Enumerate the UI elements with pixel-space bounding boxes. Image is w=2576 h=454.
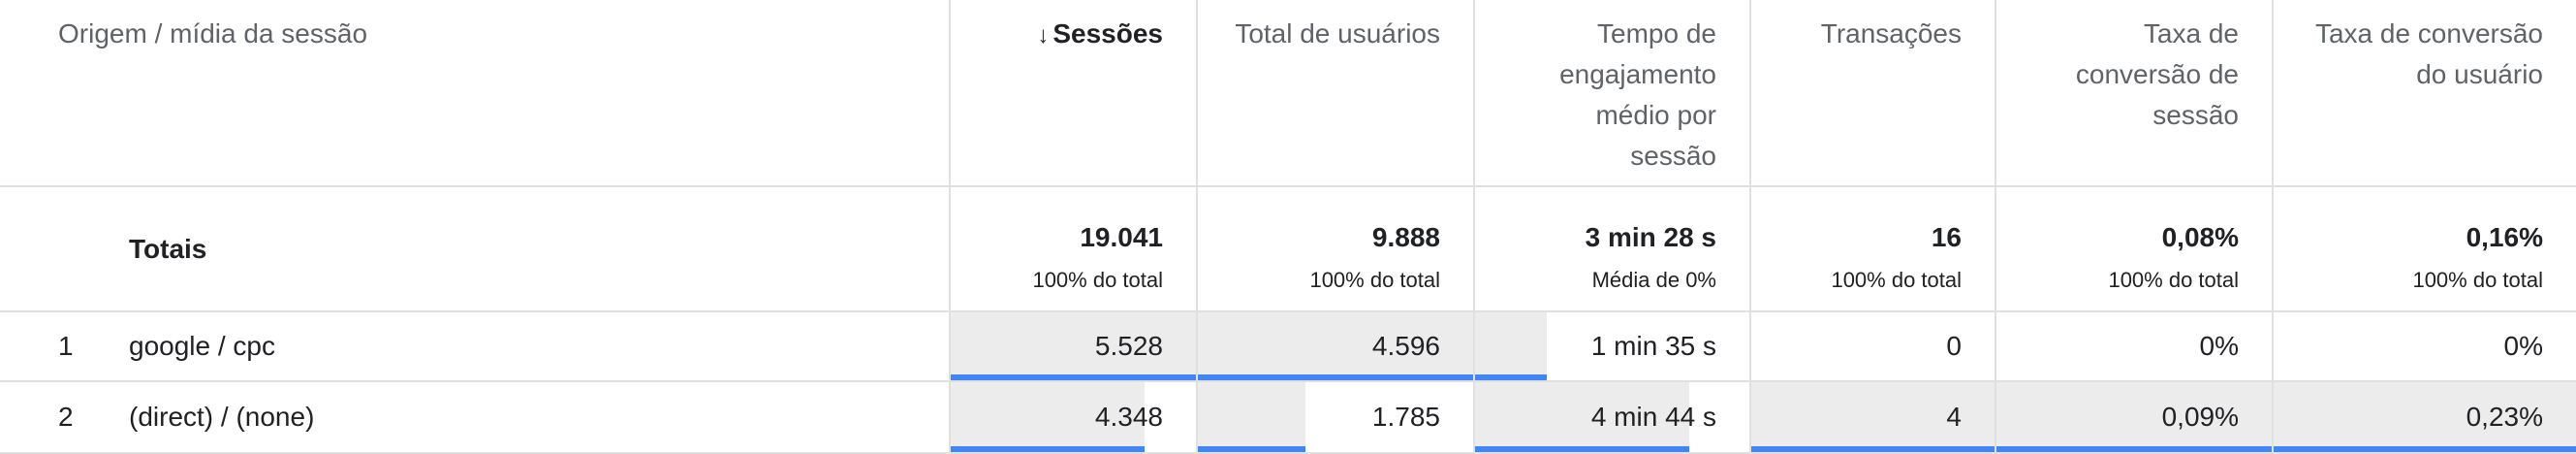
cell-value: 4 bbox=[1946, 402, 1962, 432]
totals-cell: 3 min 28 s Média de 0% bbox=[1473, 187, 1749, 312]
value-share-line bbox=[951, 446, 1145, 452]
table-cell: 1.785 bbox=[1196, 382, 1473, 454]
dimension-header[interactable]: Origem / mídia da sessão bbox=[0, 0, 949, 187]
table-cell: 4 min 44 s bbox=[1473, 382, 1749, 454]
cell-value: 4.348 bbox=[1094, 402, 1163, 432]
value-share-bar bbox=[1475, 312, 1547, 374]
totals-cell: 19.041 100% do total bbox=[949, 187, 1196, 312]
table-cell: 4 bbox=[1749, 382, 1995, 454]
value-share-bar bbox=[1475, 382, 1689, 446]
totals-cell: 0,16% 100% do total bbox=[2272, 187, 2576, 312]
value-share-bar bbox=[2274, 382, 2576, 446]
column-header-total-users[interactable]: Total de usuários bbox=[1196, 0, 1473, 187]
column-header-label-line: engajamento bbox=[1559, 59, 1716, 89]
value-share-line bbox=[951, 374, 1196, 380]
table-row-dimension: 1 google / cpc bbox=[0, 312, 949, 382]
table-cell: 0% bbox=[2272, 312, 2576, 382]
column-header-sessions[interactable]: ↓ Sessões bbox=[949, 0, 1196, 187]
row-dimension-value[interactable]: google / cpc bbox=[129, 331, 275, 361]
column-header-transactions[interactable]: Transações bbox=[1749, 0, 1995, 187]
totals-label: Totais bbox=[0, 187, 949, 312]
table-cell: 0,09% bbox=[1995, 382, 2272, 454]
totals-value: 0,08% bbox=[2161, 222, 2239, 252]
cell-value: 0% bbox=[2199, 331, 2239, 361]
value-share-bar bbox=[1996, 382, 2272, 446]
table-cell: 4.348 bbox=[949, 382, 1196, 454]
value-share-bar bbox=[951, 382, 1145, 446]
cell-value: 1 min 35 s bbox=[1590, 331, 1716, 361]
totals-value: 3 min 28 s bbox=[1585, 222, 1716, 252]
value-share-line bbox=[1475, 446, 1689, 452]
totals-value: 0,16% bbox=[2466, 222, 2543, 252]
totals-subtext: 100% do total bbox=[2412, 268, 2543, 292]
cell-value: 5.528 bbox=[1094, 331, 1163, 361]
totals-value: 9.888 bbox=[1371, 222, 1440, 252]
column-header-user-conversion-rate[interactable]: Taxa de conversão do usuário bbox=[2272, 0, 2576, 187]
table-cell: 1 min 35 s bbox=[1473, 312, 1749, 382]
table-cell: 5.528 bbox=[949, 312, 1196, 382]
table-cell: 4.596 bbox=[1196, 312, 1473, 382]
value-share-bar bbox=[1751, 382, 1995, 446]
column-header-label-line: médio por bbox=[1595, 100, 1716, 130]
column-header-label-line: Tempo de bbox=[1597, 18, 1716, 49]
value-share-line bbox=[2274, 446, 2576, 452]
value-share-line bbox=[1475, 374, 1547, 380]
column-header-label-line: do usuário bbox=[2416, 59, 2543, 89]
column-header-label-line: Taxa de conversão bbox=[2314, 18, 2543, 49]
totals-subtext: Média de 0% bbox=[1591, 268, 1716, 292]
column-header-label-line: conversão de bbox=[2075, 59, 2239, 89]
column-header-session-conversion-rate[interactable]: Taxa de conversão de sessão bbox=[1995, 0, 2272, 187]
table-cell: 0% bbox=[1995, 312, 2272, 382]
totals-subtext: 100% do total bbox=[2108, 268, 2239, 292]
cell-value: 0 bbox=[1946, 331, 1962, 361]
cell-value: 0,09% bbox=[2161, 402, 2239, 432]
table-cell: 0,23% bbox=[2272, 382, 2576, 454]
totals-subtext: 100% do total bbox=[1309, 268, 1440, 292]
cell-value: 4 min 44 s bbox=[1590, 402, 1716, 432]
row-index: 1 bbox=[58, 331, 74, 361]
cell-value: 1.785 bbox=[1371, 402, 1440, 432]
totals-value: 19.041 bbox=[1080, 222, 1163, 252]
totals-subtext: 100% do total bbox=[1032, 268, 1163, 292]
table-cell: 0 bbox=[1749, 312, 1995, 382]
value-share-line bbox=[1996, 446, 2272, 452]
column-header-avg-engagement-time[interactable]: Tempo de engajamento médio por sessão bbox=[1473, 0, 1749, 187]
table-row-dimension: 2 (direct) / (none) bbox=[0, 382, 949, 454]
value-share-line bbox=[1751, 446, 1995, 452]
value-share-bar bbox=[1198, 312, 1473, 374]
value-share-bar bbox=[1198, 382, 1305, 446]
value-share-line bbox=[1198, 374, 1473, 380]
column-header-label-line: Taxa de bbox=[2143, 18, 2239, 49]
cell-value: 0,23% bbox=[2466, 402, 2543, 432]
column-header-label-line: sessão bbox=[2152, 100, 2239, 130]
column-header-label: Transações bbox=[1820, 18, 1962, 49]
arrow-down-icon: ↓ bbox=[1037, 22, 1050, 49]
cell-value: 0% bbox=[2503, 331, 2543, 361]
totals-cell: 9.888 100% do total bbox=[1196, 187, 1473, 312]
totals-cell: 0,08% 100% do total bbox=[1995, 187, 2272, 312]
totals-subtext: 100% do total bbox=[1831, 268, 1962, 292]
cell-value: 4.596 bbox=[1371, 331, 1440, 361]
column-header-label: Total de usuários bbox=[1235, 18, 1440, 49]
row-dimension-value[interactable]: (direct) / (none) bbox=[129, 402, 315, 432]
totals-value: 16 bbox=[1931, 222, 1962, 252]
value-share-bar bbox=[951, 312, 1196, 374]
column-header-label: Sessões bbox=[1052, 18, 1163, 49]
column-header-label-line: sessão bbox=[1630, 141, 1716, 171]
totals-cell: 16 100% do total bbox=[1749, 187, 1995, 312]
value-share-line bbox=[1198, 446, 1305, 452]
row-index: 2 bbox=[58, 402, 74, 432]
